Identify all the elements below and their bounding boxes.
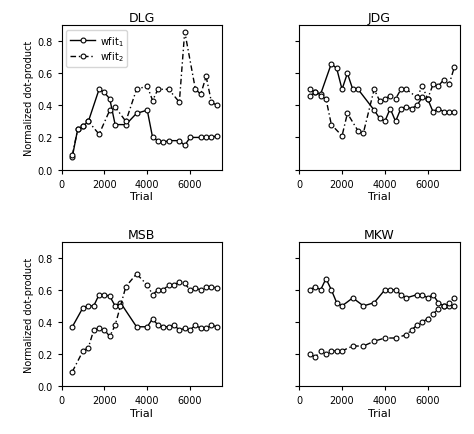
Y-axis label: Normalized dot-product: Normalized dot-product xyxy=(25,257,35,372)
X-axis label: Trial: Trial xyxy=(130,408,153,418)
X-axis label: Trial: Trial xyxy=(130,192,153,202)
X-axis label: Trial: Trial xyxy=(368,192,391,202)
X-axis label: Trial: Trial xyxy=(368,408,391,418)
Title: JDG: JDG xyxy=(368,12,391,25)
Title: MKW: MKW xyxy=(364,228,395,241)
Legend: wfit$_1$, wfit$_2$: wfit$_1$, wfit$_2$ xyxy=(66,31,127,68)
Title: DLG: DLG xyxy=(129,12,155,25)
Title: MSB: MSB xyxy=(128,228,155,241)
Y-axis label: Normalized dot-product: Normalized dot-product xyxy=(25,41,35,155)
